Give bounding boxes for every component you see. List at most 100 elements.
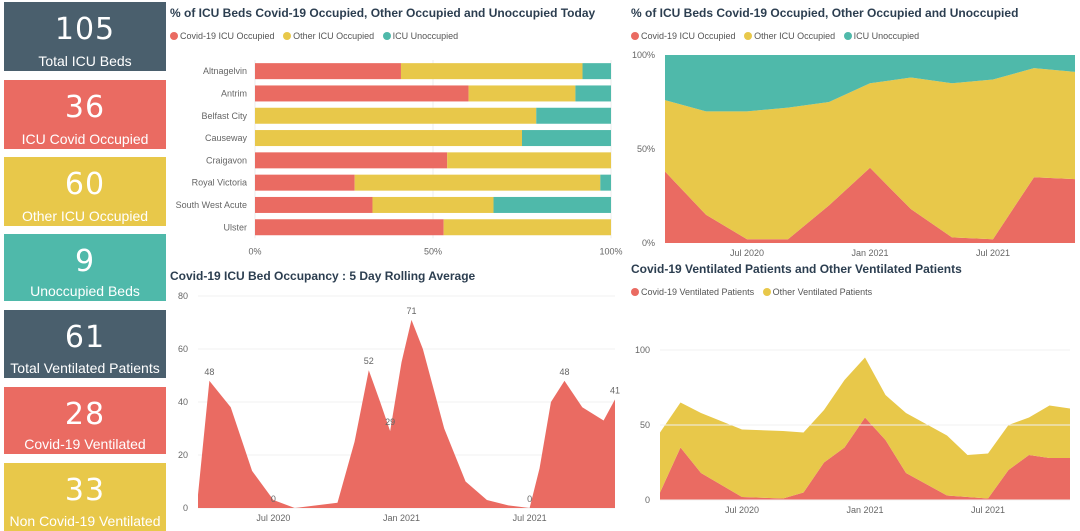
data-label: 48 <box>559 367 569 377</box>
legend-dot <box>631 288 639 296</box>
kpi-covid-ventilated[interactable]: 28 Covid-19 Ventilated <box>4 387 166 454</box>
data-label: 52 <box>364 356 374 366</box>
kpi-non-covid-ventilated[interactable]: 33 Non Covid-19 Ventilated <box>4 463 166 531</box>
area-series <box>660 417 1070 500</box>
kpi-label: Total Ventilated Patients <box>10 360 160 376</box>
x-tick-label: 50% <box>424 246 442 256</box>
legend-dot <box>843 32 852 40</box>
legend-item-unoccupied[interactable]: ICU Unoccupied <box>382 31 459 41</box>
category-label: Craigavon <box>206 155 247 165</box>
kpi-value: 60 <box>64 167 106 202</box>
kpi-label: Other ICU Occupied <box>21 208 149 224</box>
legend-item-covid-ventilated[interactable]: Covid-19 Ventilated Patients <box>631 287 754 297</box>
chart-title-icu-today: % of ICU Beds Covid-19 Occupied, Other O… <box>170 6 596 20</box>
legend-label: Other Ventilated Patients <box>772 287 873 297</box>
data-label: 48 <box>204 367 214 377</box>
bar-segment <box>582 63 611 80</box>
area-series <box>665 55 1075 112</box>
legend-label: Other ICU Occupied <box>754 31 836 41</box>
bar-segment <box>255 174 355 191</box>
bar-segment <box>255 196 373 213</box>
legend-item-covid[interactable]: Covid-19 ICU Occupied <box>631 31 736 41</box>
kpi-label: Non Covid-19 Ventilated <box>9 513 161 529</box>
y-tick-label: 40 <box>178 397 188 407</box>
legend-icu-history: Covid-19 ICU Occupied Other ICU Occupied… <box>631 31 925 41</box>
x-tick-label: Jul 2021 <box>971 505 1005 515</box>
chart-title-ventilated: Covid-19 Ventilated Patients and Other V… <box>631 262 962 276</box>
kpi-value: 36 <box>64 90 106 125</box>
bar-segment <box>447 152 611 169</box>
kpi-total-icu-beds[interactable]: 105 Total ICU Beds <box>4 2 166 71</box>
bar-segment <box>255 85 469 102</box>
bar-segment <box>255 152 448 169</box>
chart-ventilated-area[interactable]: 0 50 100 Jul 2020 Jan 2021 Jul 2021 <box>630 330 1075 525</box>
chart-title-rolling-average: Covid-19 ICU Bed Occupancy : 5 Day Rolli… <box>170 269 476 283</box>
y-tick-label: 100 <box>635 345 650 355</box>
bar-segment <box>493 196 611 213</box>
y-tick-label: 50 <box>640 420 650 430</box>
legend-item-other[interactable]: Other ICU Occupied <box>744 31 835 41</box>
bar-segment <box>443 219 611 236</box>
x-tick-label: Jan 2021 <box>383 513 420 523</box>
legend-item-unoccupied[interactable]: ICU Unoccupied <box>843 31 920 41</box>
bar-segment <box>255 219 444 236</box>
legend-dot <box>631 32 639 40</box>
chart-rolling-average-area[interactable]: 0 20 40 60 80 48 0 52 29 71 0 48 41 Jul 2020 Jan 2021 J… <box>170 288 620 528</box>
category-label: South West Acute <box>176 200 247 210</box>
kpi-value: 61 <box>64 320 106 355</box>
x-tick-label: Jul 2021 <box>976 248 1010 258</box>
area-series <box>665 167 1075 243</box>
y-tick-label: 100% <box>632 50 655 60</box>
area-series <box>198 319 615 508</box>
legend-label: Covid-19 Ventilated Patients <box>641 287 755 297</box>
bar-segment <box>400 63 583 80</box>
chart-icu-today-bars[interactable]: 0% 50% 100% Altnagelvin Antrim Belfast City Ca… <box>170 55 623 265</box>
legend-item-other[interactable]: Other ICU Occupied <box>283 31 374 41</box>
kpi-value: 9 <box>74 244 96 279</box>
kpi-value: 105 <box>54 12 116 47</box>
legend-dot <box>762 288 771 296</box>
legend-dot <box>283 32 292 40</box>
kpi-label: Covid-19 Ventilated <box>24 436 146 452</box>
legend-item-covid[interactable]: Covid-19 ICU Occupied <box>170 31 275 41</box>
kpi-unoccupied-beds[interactable]: 9 Unoccupied Beds <box>4 234 166 301</box>
bar-segment <box>255 63 401 80</box>
bar-segment <box>468 85 576 102</box>
kpi-other-icu-occupied[interactable]: 60 Other ICU Occupied <box>4 157 166 226</box>
y-tick-label: 80 <box>178 291 188 301</box>
bar-segment <box>536 107 611 124</box>
x-tick-label: Jul 2020 <box>725 505 759 515</box>
chart-icu-history-area[interactable]: 0% 50% 100% Jul 2020 Jan 2021 Jul 2021 <box>630 50 1075 260</box>
x-tick-label: 0% <box>248 246 261 256</box>
y-tick-label: 60 <box>178 344 188 354</box>
legend-dot <box>744 32 753 40</box>
bar-segment <box>372 196 494 213</box>
data-label: 41 <box>610 385 620 395</box>
legend-item-other-ventilated[interactable]: Other Ventilated Patients <box>762 287 873 297</box>
legend-dot <box>382 32 391 40</box>
legend-label: Covid-19 ICU Occupied <box>180 31 275 41</box>
x-tick-label: 100% <box>599 246 622 256</box>
legend-label: Covid-19 ICU Occupied <box>641 31 736 41</box>
bar-segment <box>522 130 611 147</box>
data-label: 29 <box>385 417 395 427</box>
category-label: Causeway <box>205 133 248 143</box>
x-tick-label: Jul 2021 <box>513 513 547 523</box>
legend-ventilated: Covid-19 Ventilated Patients Other Venti… <box>631 287 878 297</box>
bar-segment <box>600 174 611 191</box>
category-label: Altnagelvin <box>203 66 247 76</box>
legend-dot <box>170 32 178 40</box>
kpi-label: Unoccupied Beds <box>30 283 140 299</box>
kpi-total-ventilated[interactable]: 61 Total Ventilated Patients <box>4 310 166 378</box>
chart-title-icu-history: % of ICU Beds Covid-19 Occupied, Other O… <box>631 6 1019 20</box>
x-tick-label: Jul 2020 <box>256 513 290 523</box>
legend-label: ICU Unoccupied <box>853 31 920 41</box>
y-tick-label: 50% <box>637 144 655 154</box>
area-series <box>665 68 1075 240</box>
x-tick-label: Jul 2020 <box>730 248 764 258</box>
kpi-icu-covid-occupied[interactable]: 36 ICU Covid Occupied <box>4 80 166 149</box>
legend-label: ICU Unoccupied <box>392 31 459 41</box>
y-tick-label: 20 <box>178 450 188 460</box>
data-label: 71 <box>406 306 416 316</box>
kpi-label: ICU Covid Occupied <box>21 131 149 147</box>
